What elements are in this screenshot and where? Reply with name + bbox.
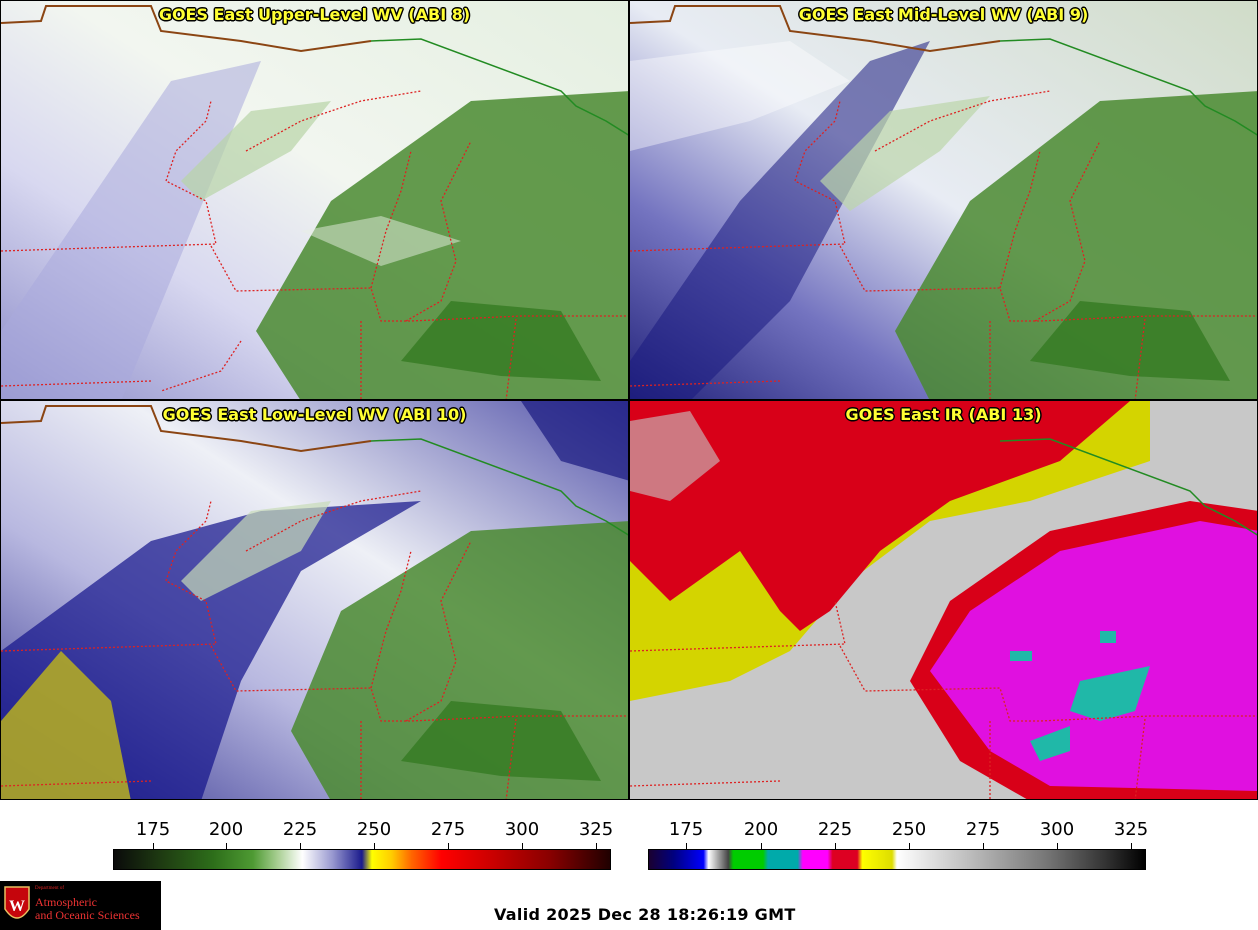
tick-label: 275	[430, 819, 466, 840]
tick-label: 175	[135, 819, 171, 840]
aos-logo[interactable]: W Department of Atmospheric and Oceanic …	[0, 881, 161, 930]
panel-low-level-wv: GOES East Low-Level WV (ABI 10)	[0, 400, 629, 800]
logo-line-atmospheric: Atmospheric	[35, 895, 97, 909]
tick-label: 275	[965, 819, 1001, 840]
svg-text:W: W	[9, 898, 25, 915]
panel-title: GOES East Upper-Level WV (ABI 8)	[158, 5, 471, 24]
wv-colorbar	[113, 849, 611, 870]
tick-label: 250	[891, 819, 927, 840]
tick-label: 325	[578, 819, 614, 840]
tick-label: 225	[817, 819, 853, 840]
upper-level-wv-image	[1, 1, 628, 399]
tick-label: 300	[1039, 819, 1075, 840]
low-level-wv-image	[1, 401, 628, 799]
university-crest-icon: W	[4, 886, 30, 919]
panel-upper-level-wv: GOES East Upper-Level WV (ABI 8)	[0, 0, 629, 400]
tick-label: 200	[208, 819, 244, 840]
logo-line-oceanic: and Oceanic Sciences	[35, 908, 140, 922]
ir-colorbar	[648, 849, 1146, 870]
tick-label: 225	[282, 819, 318, 840]
panel-mid-level-wv: GOES East Mid-Level WV (ABI 9)	[629, 0, 1258, 400]
tick-label: 175	[668, 819, 704, 840]
valid-time: Valid 2025 Dec 28 18:26:19 GMT	[494, 905, 796, 924]
tick-label: 300	[504, 819, 540, 840]
ir-image	[630, 401, 1257, 799]
panel-title: GOES East Mid-Level WV (ABI 9)	[798, 5, 1089, 24]
panel-title: GOES East Low-Level WV (ABI 10)	[162, 405, 467, 424]
panel-title: GOES East IR (ABI 13)	[845, 405, 1042, 424]
mid-level-wv-image	[630, 1, 1257, 399]
tick-label: 325	[1113, 819, 1149, 840]
panel-ir: GOES East IR (ABI 13)	[629, 400, 1258, 800]
logo-line-department: Department of	[35, 886, 65, 891]
tick-label: 250	[356, 819, 392, 840]
tick-label: 200	[743, 819, 779, 840]
